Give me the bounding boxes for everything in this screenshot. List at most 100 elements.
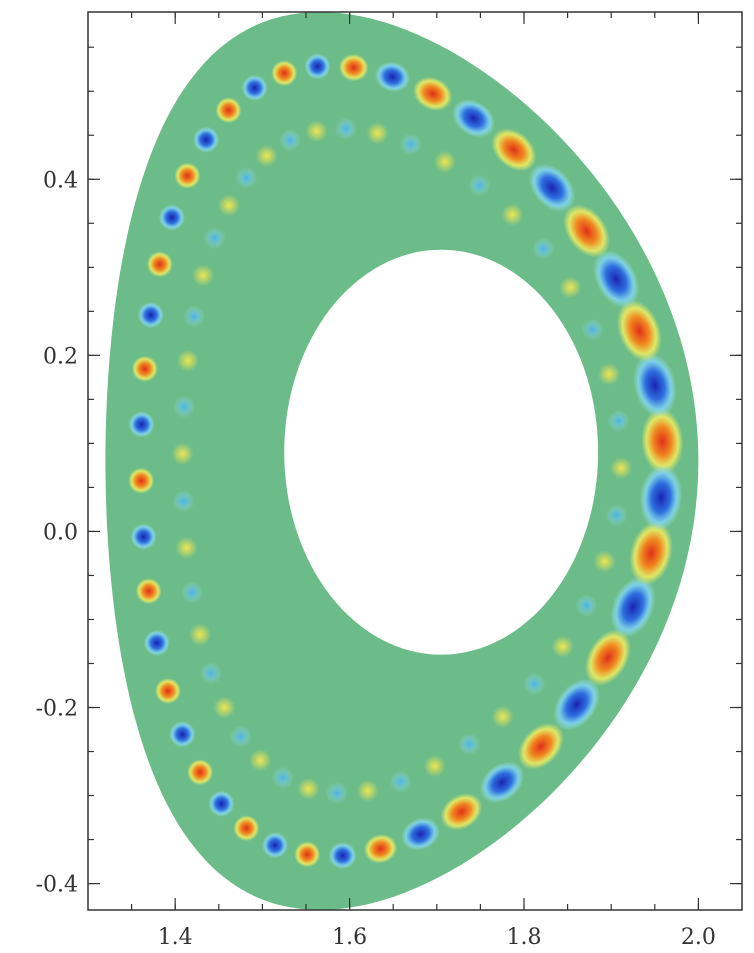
mode-lobe-inner bbox=[189, 623, 212, 646]
mode-lobe bbox=[130, 523, 157, 550]
mode-lobe bbox=[271, 60, 298, 87]
mode-lobe bbox=[135, 578, 162, 605]
mode-lobe bbox=[215, 97, 242, 124]
mode-lobe-inner bbox=[172, 490, 195, 513]
mode-lobe bbox=[304, 53, 331, 80]
mode-lobe-inner bbox=[434, 150, 456, 173]
mode-lobe-inner bbox=[181, 581, 204, 604]
mode-lobe bbox=[131, 355, 158, 382]
x-tick-label: 1.8 bbox=[507, 925, 542, 950]
mode-lobe-inner bbox=[192, 264, 215, 287]
mode-lobe bbox=[187, 759, 214, 786]
mode-lobe-inner bbox=[501, 203, 524, 226]
mode-lobe-inner bbox=[213, 696, 236, 719]
mode-lobe-inner bbox=[399, 133, 422, 156]
x-tick-label: 1.4 bbox=[158, 925, 193, 950]
mode-lobe bbox=[401, 817, 440, 851]
mode-lobe-inner bbox=[218, 194, 240, 217]
mode-lobe-inner bbox=[468, 174, 491, 197]
mode-lobe-inner bbox=[176, 349, 199, 372]
mode-lobes bbox=[128, 53, 684, 870]
mode-lobe-inner bbox=[491, 705, 514, 728]
mode-lobe bbox=[617, 300, 662, 362]
mode-lobe-inner bbox=[559, 276, 582, 299]
mode-lobe-inner bbox=[203, 227, 226, 250]
x-axis-tick-labels: 1.4 1.6 1.8 2.0 bbox=[158, 925, 716, 950]
y-tick-label: -0.2 bbox=[36, 697, 78, 722]
mode-lobe bbox=[491, 128, 537, 172]
mode-lobe-inner bbox=[551, 635, 574, 658]
mode-lobe-inner bbox=[532, 237, 555, 260]
x-tick-label: 2.0 bbox=[681, 925, 716, 950]
mode-lobe bbox=[641, 408, 684, 475]
mode-lobe bbox=[528, 163, 576, 212]
mode-lobe bbox=[610, 576, 656, 638]
mode-lobe-inner bbox=[581, 318, 604, 341]
mode-lobe bbox=[328, 842, 357, 870]
mode-lobe-inner bbox=[297, 777, 320, 800]
mode-lobe-inner bbox=[255, 144, 278, 167]
mode-lobe bbox=[208, 790, 235, 817]
mode-lobe bbox=[553, 678, 600, 731]
mode-lobe bbox=[629, 521, 673, 586]
mode-lobe bbox=[174, 162, 201, 189]
mode-lobe-inner bbox=[171, 442, 194, 465]
mode-lobe-inner bbox=[523, 672, 546, 695]
mode-lobe-inner bbox=[235, 166, 258, 189]
mode-lobe-inner bbox=[183, 305, 206, 328]
mode-lobe bbox=[413, 76, 453, 111]
mode-lobe bbox=[518, 723, 564, 770]
plot-frame bbox=[87, 11, 743, 911]
mode-lobe bbox=[440, 793, 483, 831]
mode-lobe bbox=[128, 411, 155, 438]
mode-lobe bbox=[639, 464, 683, 531]
mode-lobe bbox=[143, 629, 170, 656]
mode-lobe-inner bbox=[458, 733, 481, 756]
mode-lobe bbox=[374, 61, 410, 92]
mode-lobe-inner bbox=[305, 120, 328, 143]
mode-lobe-inner bbox=[271, 766, 294, 789]
mode-lobe bbox=[261, 832, 288, 859]
mode-lobe-inner bbox=[199, 662, 222, 685]
mode-lobe bbox=[193, 126, 220, 153]
mode-lobe bbox=[158, 204, 185, 231]
mode-lobe-inner bbox=[175, 536, 198, 559]
y-tick-label: 0.2 bbox=[43, 344, 78, 369]
y-axis-tick-labels: 0.4 0.2 0.0 -0.2 -0.4 bbox=[36, 168, 78, 897]
mode-lobe bbox=[563, 204, 610, 258]
mode-lobe bbox=[233, 815, 260, 842]
mode-lobe-inner bbox=[389, 770, 412, 793]
mode-lobe bbox=[633, 353, 677, 418]
mode-lobe bbox=[338, 53, 369, 82]
inner-hole bbox=[284, 249, 599, 655]
mode-lobe-inner bbox=[598, 363, 620, 386]
y-tick-label: -0.4 bbox=[36, 873, 78, 898]
plasma-domain bbox=[105, 12, 699, 910]
mode-lobe bbox=[584, 629, 631, 686]
mode-lobe-inner bbox=[605, 504, 628, 527]
y-tick-label: 0.4 bbox=[43, 168, 78, 193]
mode-lobe-inner bbox=[607, 409, 630, 432]
mode-lobe bbox=[452, 99, 495, 138]
axis-ticks bbox=[88, 12, 742, 910]
mode-lobe-inner bbox=[575, 594, 598, 617]
mode-lobe-inner bbox=[325, 782, 348, 805]
mode-lobe-inner bbox=[366, 122, 389, 145]
mode-lobe bbox=[479, 761, 525, 804]
x-tick-label: 1.6 bbox=[332, 925, 367, 950]
mode-lobe-inner bbox=[593, 550, 616, 573]
mode-lobe bbox=[593, 250, 640, 308]
mode-lobe bbox=[363, 834, 398, 864]
mode-lobe-inner bbox=[229, 725, 252, 748]
mode-lobe bbox=[169, 721, 196, 748]
mode-lobe bbox=[241, 74, 268, 101]
mode-lobe bbox=[154, 678, 181, 704]
mode-lobe-inner bbox=[423, 755, 446, 778]
mode-lobe bbox=[146, 251, 173, 278]
mode-lobe bbox=[294, 841, 321, 868]
mode-lobe-inner bbox=[249, 749, 272, 772]
mode-lobe-inner bbox=[356, 779, 379, 802]
mode-lobe-inner bbox=[610, 457, 633, 480]
y-tick-label: 0.0 bbox=[43, 520, 78, 545]
